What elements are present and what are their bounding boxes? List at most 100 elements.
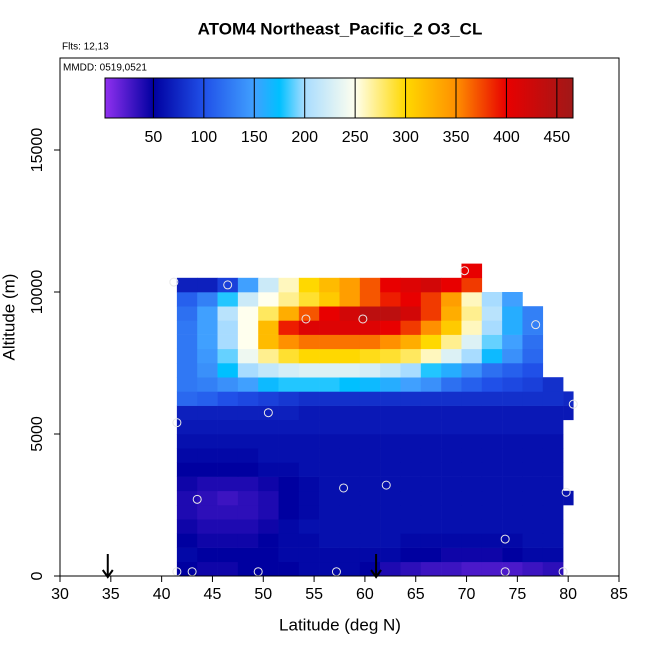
heat-cell	[461, 448, 483, 463]
heat-cell	[481, 462, 503, 477]
heat-cell	[237, 391, 259, 406]
heat-cell	[217, 448, 239, 463]
heat-cell	[197, 292, 218, 307]
heat-cell	[481, 419, 503, 435]
heat-cell	[278, 490, 300, 506]
heat-cell	[237, 306, 259, 321]
heat-cell	[441, 377, 462, 392]
heat-cell	[502, 462, 523, 477]
heat-cell	[420, 334, 442, 350]
heat-cell	[339, 334, 361, 350]
heat-cell	[339, 462, 361, 477]
heat-cell	[502, 448, 523, 463]
heat-cell	[176, 476, 198, 492]
heat-cell	[502, 533, 523, 548]
colorbar-tick-label: 200	[291, 129, 318, 146]
colorbar-tick-label: 400	[493, 129, 520, 146]
heat-cell	[339, 277, 361, 293]
heat-cell	[441, 490, 462, 506]
heat-cell	[319, 334, 340, 350]
heat-cell	[542, 462, 564, 477]
heat-cell	[237, 419, 259, 435]
heat-cell	[197, 519, 218, 534]
sample-point	[263, 408, 273, 418]
heat-cell	[502, 547, 523, 563]
heat-cell	[176, 334, 198, 350]
heat-cell	[176, 547, 198, 563]
heat-cell	[481, 448, 503, 463]
heat-cell	[197, 505, 218, 520]
heat-cell	[461, 547, 483, 563]
heat-cell	[339, 561, 361, 577]
heat-cell	[258, 547, 279, 563]
heat-cell	[258, 405, 279, 421]
heat-cell	[420, 306, 442, 321]
heat-cell	[461, 419, 483, 435]
heat-cell	[441, 561, 462, 577]
heat-cell	[481, 320, 503, 335]
heat-cell	[380, 419, 401, 435]
heat-cell	[298, 434, 320, 449]
heat-cell	[298, 490, 320, 506]
heat-cell	[176, 505, 198, 520]
heat-cell	[237, 519, 259, 534]
heat-cell	[359, 363, 381, 378]
heat-cell	[298, 277, 320, 293]
heat-cell	[420, 490, 442, 506]
heat-cell	[542, 391, 564, 406]
heat-cell	[217, 405, 239, 421]
heat-cell	[441, 306, 462, 321]
heat-cell	[217, 277, 239, 293]
heat-cell	[197, 320, 218, 335]
x-tick-label: 30	[51, 586, 69, 603]
heat-cell	[217, 292, 239, 307]
heat-cell	[319, 547, 340, 563]
heat-cell	[217, 419, 239, 435]
heat-cell	[481, 561, 503, 577]
heat-cell	[319, 434, 340, 449]
colorbar-tick-label: 150	[241, 129, 268, 146]
heat-cell	[420, 505, 442, 520]
heat-cell	[298, 505, 320, 520]
heat-cell	[278, 320, 300, 335]
heat-cell	[197, 377, 218, 392]
heat-cell	[542, 533, 564, 548]
heat-cell	[258, 363, 279, 378]
heat-cell	[481, 334, 503, 350]
heat-cell	[542, 448, 564, 463]
heat-cell	[420, 348, 442, 364]
heat-cell	[217, 547, 239, 563]
heat-cell	[237, 377, 259, 392]
heat-cell	[319, 448, 340, 463]
heat-cell	[400, 292, 422, 307]
heat-cell	[359, 334, 381, 350]
heat-cell	[481, 377, 503, 392]
heat-cell	[441, 320, 462, 335]
heat-cell	[258, 419, 279, 435]
heat-cell	[217, 476, 239, 492]
heat-cell	[400, 419, 422, 435]
heat-cell	[522, 419, 544, 435]
heat-cell	[502, 490, 523, 506]
heat-cell	[461, 405, 483, 421]
x-tick-label: 50	[254, 586, 272, 603]
heat-cell	[197, 348, 218, 364]
heat-cell	[420, 547, 442, 563]
heat-cell	[319, 306, 340, 321]
heat-cell	[461, 334, 483, 350]
heat-cell	[359, 391, 381, 406]
heat-cell	[278, 391, 300, 406]
heat-cell	[298, 348, 320, 364]
heat-cell	[400, 519, 422, 534]
x-tick-label: 40	[153, 586, 171, 603]
heat-cell	[339, 405, 361, 421]
heat-cell	[237, 320, 259, 335]
heat-cell	[502, 377, 523, 392]
heat-cell	[502, 476, 523, 492]
heat-cell	[441, 434, 462, 449]
heat-cell	[522, 306, 544, 321]
heat-cell	[380, 363, 401, 378]
heat-cell	[400, 561, 422, 577]
heat-cell	[258, 292, 279, 307]
sample-point	[358, 314, 368, 324]
